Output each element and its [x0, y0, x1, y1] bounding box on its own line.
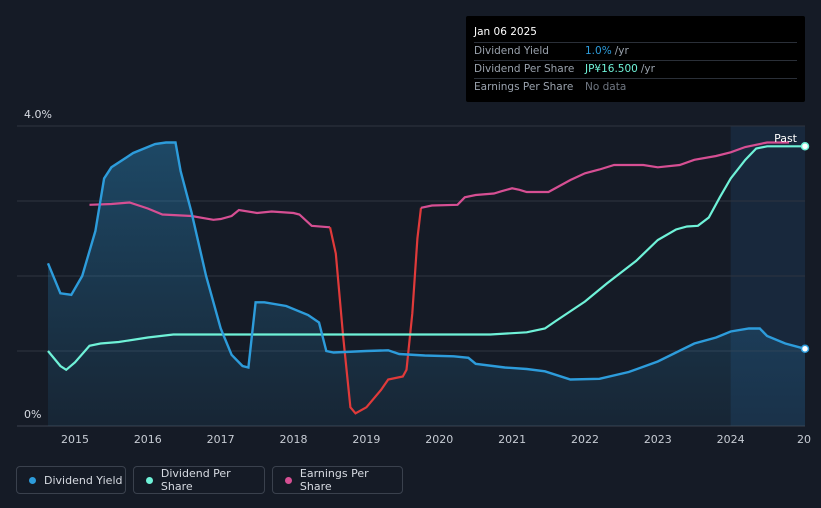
y-axis-labels: 4.0% 0%	[24, 108, 52, 421]
y-axis-label-top: 4.0%	[24, 108, 52, 121]
x-tick-label: 2015	[61, 433, 89, 446]
tooltip-value: 1.0%	[585, 45, 612, 57]
earnings-per-share-line	[420, 141, 789, 209]
tooltip-unit: /yr	[640, 63, 655, 75]
x-tick-label: 2022	[571, 433, 599, 446]
earnings-per-share-line-decline	[328, 207, 423, 415]
legend-dot-icon	[285, 476, 292, 484]
legend-dot-icon	[146, 476, 153, 484]
x-tick-label: 2017	[207, 433, 235, 446]
legend-label: Dividend Yield	[44, 473, 123, 487]
tooltip-row-earnings-per-share: Earnings Per Share No data	[474, 79, 797, 96]
tooltip-value: JP¥16.500	[585, 63, 638, 75]
tooltip-value: No data	[585, 81, 627, 93]
legend-label: Earnings Per Share	[299, 467, 369, 493]
dividend-yield-area	[48, 142, 805, 426]
x-tick-label: 2024	[717, 433, 745, 446]
dividend-per-share-end-marker	[800, 142, 810, 151]
tooltip-row-dividend-yield: Dividend Yield 1.0% /yr	[474, 43, 797, 61]
x-tick-label: 20	[797, 433, 811, 446]
tooltip-label: Dividend Per Share	[474, 63, 575, 75]
tooltip-date: Jan 06 2025	[474, 22, 797, 43]
x-tick-label: 2021	[498, 433, 526, 446]
legend-label: Dividend Per Share	[160, 467, 231, 493]
dividend-yield-end-marker	[800, 344, 810, 353]
x-tick-label: 2018	[280, 433, 308, 446]
dividend-yield-line	[46, 141, 806, 381]
series-lines	[46, 141, 806, 415]
dividend-yield-fill	[48, 142, 805, 426]
earnings-per-share-line	[89, 201, 331, 229]
legend-item-earnings-per-share[interactable]: Earnings Per Share	[272, 466, 403, 494]
x-tick-label: 2023	[644, 433, 672, 446]
dividend-per-share-line	[47, 145, 805, 372]
y-axis-label-bottom: 0%	[24, 408, 41, 421]
legend-dot-icon	[29, 476, 36, 484]
tooltip-unit: /yr	[614, 45, 629, 57]
x-tick-label: 2019	[352, 433, 380, 446]
x-axis-ticks: 2015 2016 2017 2018 2019 2020 2021 2022 2023 2024…	[61, 433, 811, 446]
x-tick-label: 2020	[425, 433, 453, 446]
x-tick-label: 2016	[134, 433, 162, 446]
tooltip: Jan 06 2025 Dividend Yield 1.0% /yr Divi…	[466, 16, 805, 102]
end-markers	[800, 142, 810, 353]
tooltip-label: Dividend Yield	[474, 45, 549, 57]
past-label: Past	[774, 132, 798, 145]
legend-item-dividend-per-share[interactable]: Dividend Per Share	[133, 466, 265, 494]
tooltip-label: Earnings Per Share	[474, 81, 574, 93]
legend-item-dividend-yield[interactable]: Dividend Yield	[16, 466, 126, 494]
tooltip-row-dividend-per-share: Dividend Per Share JP¥16.500 /yr	[474, 61, 797, 79]
